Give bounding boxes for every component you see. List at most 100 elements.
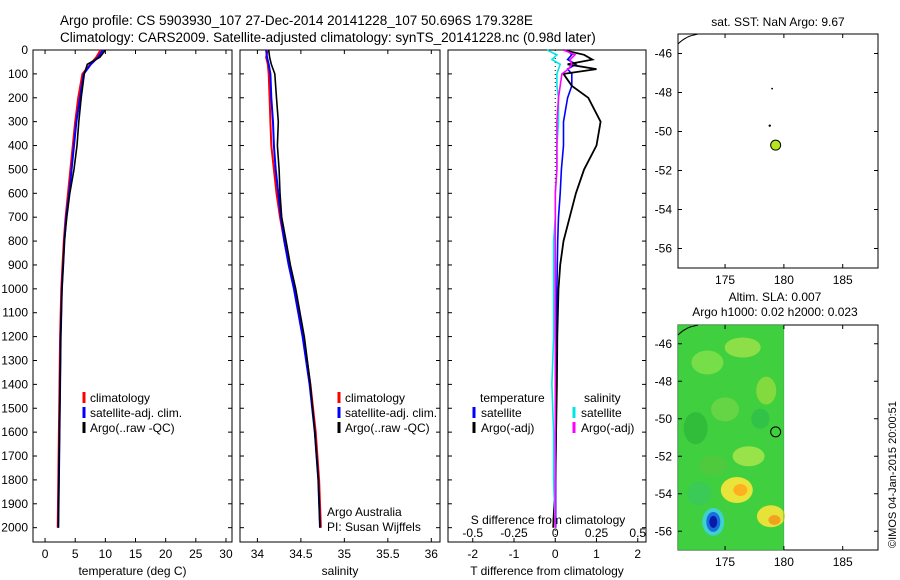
- y-tick-label: -46: [655, 47, 673, 61]
- plot-frame: [32, 49, 233, 543]
- sst-map-panel: sat. SST: NaN Argo: 9.67 175 180 185 -46 -48 -…: [655, 15, 879, 287]
- y-tick-label: -50: [655, 125, 673, 139]
- x-axis-label: salinity: [322, 564, 359, 578]
- legend-title-temperature: temperature: [480, 391, 545, 405]
- sla-patch: [711, 397, 740, 422]
- map-title: sat. SST: NaN Argo: 9.67: [711, 15, 845, 29]
- y-tick-label: -54: [655, 487, 673, 501]
- map-frame: [677, 33, 879, 269]
- sla-warm-core: [768, 515, 781, 525]
- y-tick-label: 300: [8, 115, 28, 129]
- x-tick-label: 35.5: [376, 547, 400, 561]
- legend-label: satellite-adj. clim.: [345, 406, 437, 420]
- legend-label: Argo(..raw -QC): [345, 421, 430, 435]
- x-tick-label: 175: [715, 555, 735, 569]
- x-tick-label: 185: [833, 555, 853, 569]
- salinity-panel: 34 34.5 35 35.5 36 salinity climatologysatelli…: [239, 49, 441, 578]
- y-tick-label: 800: [8, 234, 28, 248]
- x-tick-label: 10: [99, 547, 113, 561]
- y-tick-label: 1200: [1, 330, 28, 344]
- x-tick-label: 34.5: [289, 547, 313, 561]
- y-tick-label: -54: [655, 203, 673, 217]
- plot-frame: [447, 49, 647, 543]
- series-line-argo-raw-qc-: [267, 49, 321, 528]
- chart-title-line2: Climatology: CARS2009. Satellite-adjuste…: [60, 30, 596, 45]
- annotation-argo-australia: Argo Australia: [327, 505, 402, 519]
- argo-position-marker: [770, 426, 782, 438]
- x-tick-label: 34: [251, 547, 265, 561]
- y-tick-label: -46: [655, 337, 673, 351]
- legend-label: Argo(-adj): [481, 421, 534, 435]
- sla-patch: [751, 408, 770, 429]
- sla-field-edge: [677, 324, 785, 551]
- x-tick-label: 1: [593, 547, 600, 561]
- y-tick-label: -52: [655, 449, 673, 463]
- sla-patch: [691, 350, 724, 375]
- y-tick-label: 900: [8, 258, 28, 272]
- x-tick-label: 2: [634, 547, 641, 561]
- legend-label: climatology: [90, 391, 150, 405]
- series-line-argo-raw-qc-: [57, 49, 107, 528]
- x-tick-label: 175: [715, 273, 735, 287]
- legend-label: satellite: [481, 406, 522, 420]
- x-axis-label: T difference from climatology: [470, 564, 624, 578]
- y-tick-label: 600: [8, 186, 28, 200]
- annotation-pi: PI: Susan Wijffels: [327, 520, 421, 534]
- x-tick-label: 20: [159, 547, 173, 561]
- y-tick-label: -48: [655, 86, 673, 100]
- x-tick-label: 180: [774, 555, 794, 569]
- legend-label: climatology: [345, 391, 405, 405]
- track-dot: [768, 124, 771, 127]
- y-tick-label: 1800: [1, 473, 28, 487]
- salinity-tick-label: 0.5: [629, 526, 646, 540]
- legend-label: satellite: [581, 406, 622, 420]
- y-tick-label: 700: [8, 210, 28, 224]
- salinity-tick-label: 0.25: [585, 526, 609, 540]
- track-dot: [771, 87, 774, 90]
- y-tick-label: -52: [655, 164, 673, 178]
- y-tick-label: 1400: [1, 377, 28, 391]
- series-line-salinity-argo-adj-: [554, 49, 577, 528]
- x-tick-label: 0: [42, 547, 49, 561]
- x-tick-label: 185: [833, 273, 853, 287]
- y-tick-label: -56: [655, 524, 673, 538]
- y-tick-label: 1500: [1, 401, 28, 415]
- y-tick-label: 100: [8, 67, 28, 81]
- y-tick-label: 0: [21, 43, 28, 57]
- x-tick-label: 15: [129, 547, 143, 561]
- x-tick-label: 30: [219, 547, 233, 561]
- x-tick-label: -2: [467, 547, 478, 561]
- y-tick-label: 2000: [1, 521, 28, 535]
- x-tick-label: 5: [72, 547, 79, 561]
- y-tick-label: 1600: [1, 425, 28, 439]
- y-tick-label: 1100: [2, 306, 28, 320]
- salinity-tick-label: -0.25: [500, 526, 528, 540]
- legend-label: Argo(-adj): [581, 421, 634, 435]
- salinity-tick-label: 0: [552, 526, 559, 540]
- x-tick-label: 0: [552, 547, 559, 561]
- sla-patch: [732, 446, 765, 467]
- map-title-line1: Altim. SLA: 0.007: [729, 290, 822, 304]
- y-tick-label: 500: [8, 162, 28, 176]
- y-tick-label: 400: [8, 139, 28, 153]
- x-tick-label: -1: [509, 547, 520, 561]
- sla-patch: [756, 376, 777, 405]
- chart-title-line1: Argo profile: CS 5903930_107 27-Dec-2014…: [60, 13, 533, 28]
- argo-position-marker: [770, 139, 782, 151]
- legend-label: satellite-adj. clim.: [90, 406, 182, 420]
- sla-patch: [699, 455, 728, 476]
- y-tick-label: 200: [8, 91, 28, 105]
- series-line-temperature-argo-adj-: [552, 49, 602, 528]
- y-tick-label: 1900: [1, 497, 28, 511]
- x-tick-label: 35: [338, 547, 352, 561]
- x-axis-label: temperature (deg C): [78, 564, 186, 578]
- legend-label: Argo(..raw -QC): [90, 421, 175, 435]
- sla-patch: [683, 412, 708, 445]
- legend-title-salinity: salinity: [584, 391, 621, 405]
- x-tick-label: 36: [425, 547, 439, 561]
- y-tick-label: 1300: [1, 353, 28, 367]
- sla-warm-core: [733, 484, 748, 496]
- y-tick-label: -56: [655, 242, 673, 256]
